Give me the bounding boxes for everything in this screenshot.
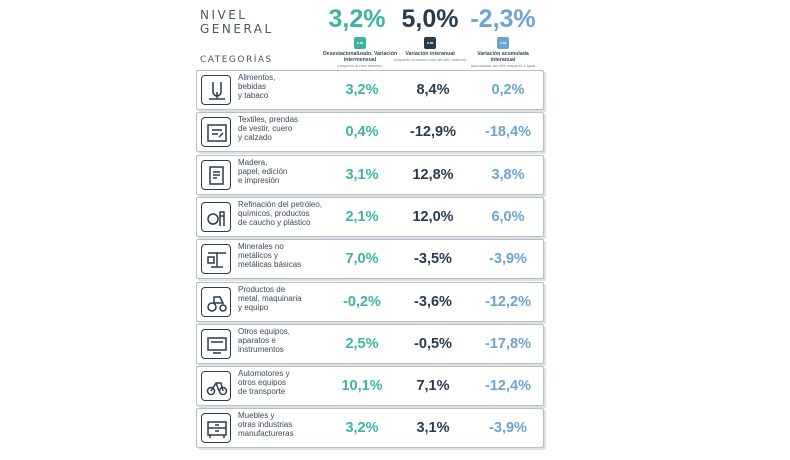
category-label-line: Productos de — [238, 284, 286, 294]
category-label-line: y equipo — [238, 302, 269, 312]
category-label: Otros equipos, aparatos e instrumentos — [238, 327, 336, 354]
category-label-line: y tabaco — [238, 91, 269, 100]
category-label: Textiles, prendas de vestir, cuero y calza… — [238, 115, 336, 142]
title-line-2: GENERAL — [200, 22, 274, 36]
cumulative-value: -12,2% — [485, 293, 531, 310]
refinery-icon — [201, 201, 231, 232]
cumulative-value: -3,9% — [489, 420, 527, 437]
category-label-line: bebidas — [238, 82, 267, 91]
table-row: Otros equipos, aparatos e instrumentos 2,5%… — [196, 323, 544, 364]
category-label-line: químicos, productos — [238, 208, 310, 218]
category-label-line: Alimentos, — [238, 73, 276, 82]
yearly-value: 8,4% — [416, 82, 450, 98]
yearly-value: -12,9% — [410, 124, 456, 141]
table-row: Alimentos, bebidas y tabaco 3,2% 8,4% 0,2% — [196, 70, 544, 110]
yearly-value: 12,0% — [412, 208, 454, 225]
general-cumulative-value: -2,3% — [470, 5, 536, 33]
monthly-value: -0,2% — [343, 293, 381, 310]
general-monthly-value: 3,2% — [328, 5, 386, 33]
page-title: NIVEL GENERAL — [200, 8, 274, 36]
table-row: Automotores y otros equipos de transporte 1… — [196, 366, 544, 407]
monthly-value: 2,5% — [345, 335, 379, 352]
category-label-line: metálicos y — [238, 251, 279, 261]
yearly-value: 7,1% — [416, 378, 450, 395]
column-title: Variación acumulada interanual — [477, 51, 529, 63]
table-row: Madera, papel, edición e impresión 3,1% 12,8… — [196, 154, 544, 195]
furniture-icon — [201, 413, 231, 444]
category-label-line: aparatos e — [238, 335, 276, 345]
table-row: Productos de metal, maquinaria y equipo -0,… — [196, 281, 544, 322]
column-header-monthly: Desestacionalizado. Variación intermensu… — [322, 51, 398, 69]
monthly-value: 3,2% — [345, 420, 379, 437]
paper-icon — [201, 159, 231, 190]
column-title: Desestacionalizado. Variación intermensu… — [322, 51, 398, 63]
cumulative-value: 3,8% — [491, 166, 525, 183]
cumulative-value: -12,4% — [485, 378, 531, 395]
yearly-value: -3,5% — [414, 251, 452, 268]
food-icon — [201, 75, 231, 105]
badge-vm: v.m — [354, 37, 366, 49]
category-label: Automotores y otros equipos de transporte — [238, 369, 336, 396]
category-label: Refinación del petróleo, químicos, produc… — [238, 200, 336, 227]
category-label-line: Muebles y — [238, 411, 275, 421]
column-subtitle: (respecto al mes anterior) — [337, 63, 383, 68]
cumulative-value: 6,0% — [491, 208, 525, 225]
category-label: Productos de metal, maquinaria y equipo — [238, 285, 336, 312]
general-yearly-value: 5,0% — [401, 5, 459, 33]
monthly-value: 3,1% — [345, 166, 379, 183]
category-label-line: otros equipos — [238, 378, 287, 388]
table-row: Minerales no metálicos y metálicas básicas… — [196, 239, 544, 280]
category-label: Minerales no metálicos y metálicas básicas — [238, 242, 336, 269]
category-label: Madera, papel, edición e impresión — [238, 158, 336, 185]
category-label-line: Refinación del petróleo, — [238, 199, 323, 209]
monthly-value: 2,1% — [345, 208, 379, 225]
yearly-value: -3,6% — [414, 293, 452, 310]
category-label-line: instrumentos — [238, 344, 284, 354]
column-subtitle: (respecto al mismo mes del año anterior) — [393, 57, 467, 62]
cumulative-value: 0,2% — [491, 82, 525, 98]
category-label-line: manufactureras — [238, 429, 294, 439]
column-header-yearly: Variación interanual (respecto al mismo … — [392, 51, 468, 63]
category-label-line: Otros equipos, — [238, 326, 291, 336]
category-label-line: metal, maquinaria — [238, 293, 302, 303]
vehicles-icon — [201, 371, 231, 402]
category-label-line: Automotores y — [238, 369, 290, 379]
textile-icon — [201, 117, 231, 148]
category-label: Muebles y otras industrias manufactureras — [238, 411, 336, 438]
table-row: Muebles y otras industrias manufactureras 3… — [196, 408, 544, 449]
tractor-icon — [201, 286, 231, 317]
monthly-value: 3,2% — [345, 82, 379, 98]
category-label-line: e impresión — [238, 175, 280, 185]
category-label-line: de transporte — [238, 387, 286, 397]
cumulative-value: -18,4% — [485, 124, 531, 141]
title-line-1: NIVEL — [200, 8, 248, 22]
category-label-line: otras industrias — [238, 420, 293, 430]
categories-label: CATEGORÍAS — [200, 55, 273, 65]
category-label-line: Textiles, prendas — [238, 115, 299, 125]
yearly-value: 3,1% — [416, 420, 450, 437]
column-title: Variación interanual — [405, 51, 455, 57]
category-label-line: Madera, — [238, 157, 268, 167]
category-label-line: metálicas básicas — [238, 260, 302, 270]
badge-via-acum: v.ia — [497, 37, 509, 49]
table-row: Refinación del petróleo, químicos, produc… — [196, 196, 544, 237]
category-label: Alimentos, bebidas y tabaco — [238, 73, 336, 100]
monthly-value: 10,1% — [341, 378, 383, 395]
badge-via: v.ia — [424, 37, 436, 49]
cumulative-value: -17,8% — [485, 335, 531, 352]
category-label-line: de caucho y plástico — [238, 217, 311, 227]
category-label-line: de vestir, cuero — [238, 124, 293, 134]
category-label-line: Minerales no — [238, 242, 284, 252]
cumulative-value: -3,9% — [489, 251, 527, 268]
category-label-line: y calzado — [238, 133, 272, 143]
table-row: Textiles, prendas de vestir, cuero y calza… — [196, 112, 544, 153]
yearly-value: 12,8% — [412, 166, 454, 183]
minerals-icon — [201, 244, 231, 275]
category-label-line: papel, edición — [238, 166, 288, 176]
yearly-value: -0,5% — [414, 335, 452, 352]
monthly-value: 7,0% — [345, 251, 379, 268]
monthly-value: 0,4% — [345, 124, 379, 141]
devices-icon — [201, 328, 231, 359]
